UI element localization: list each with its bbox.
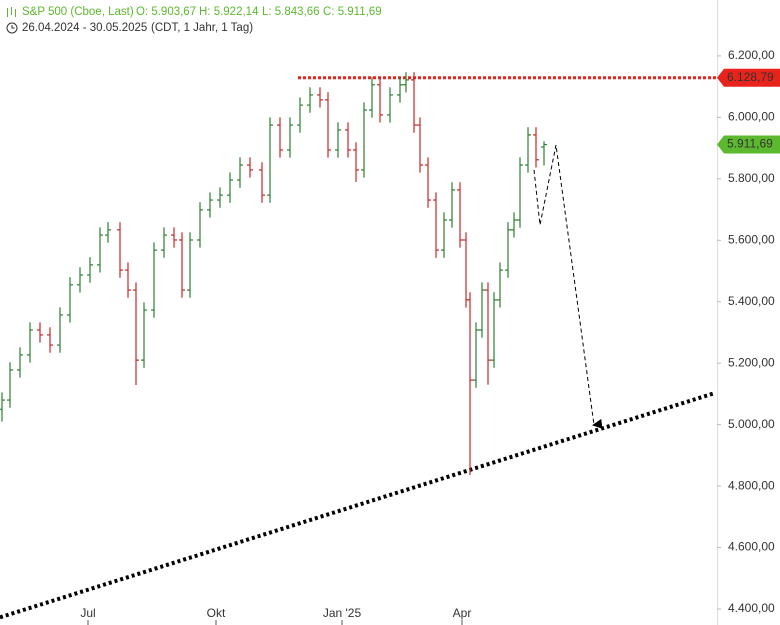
x-tick-label: Jan '25 bbox=[323, 606, 362, 620]
y-tick-label: 5.000,00 bbox=[728, 417, 775, 431]
x-tick-label: Jul bbox=[80, 606, 95, 620]
clock-icon bbox=[6, 22, 18, 34]
chart-info: (CDT, 1 Jahr, 1 Tag) bbox=[151, 22, 253, 34]
y-tick-label: 4.800,00 bbox=[728, 478, 775, 492]
x-tick-label: Apr bbox=[453, 606, 472, 620]
open-value: O: 5.903,67 bbox=[136, 6, 196, 18]
last-price-label: 5.911,69 bbox=[727, 137, 773, 151]
low-value: L: 5.843,66 bbox=[262, 6, 320, 18]
trendline bbox=[0, 391, 716, 620]
last-price-tag bbox=[717, 135, 780, 154]
date-range: 26.04.2024 - 30.05.2025 bbox=[22, 22, 147, 34]
y-tick-label: 5.400,00 bbox=[728, 294, 775, 308]
high-value: H: 5.922,14 bbox=[199, 6, 259, 18]
y-tick-label: 5.800,00 bbox=[728, 171, 775, 185]
x-tick-label: Okt bbox=[207, 606, 226, 620]
y-tick-label: 5.200,00 bbox=[728, 355, 775, 369]
header-icon bbox=[7, 7, 16, 17]
close-value: C: 5.911,69 bbox=[323, 6, 382, 18]
y-tick-label: 4.600,00 bbox=[728, 540, 775, 554]
resistance-label: 6.128,79 bbox=[727, 70, 774, 84]
instrument-name: S&P 500 (Cboe, Last) bbox=[22, 6, 134, 18]
y-tick-label: 6.000,00 bbox=[728, 110, 775, 124]
y-tick-label: 6.200,00 bbox=[728, 48, 775, 62]
projection-arrow bbox=[533, 144, 603, 429]
y-tick-label: 4.400,00 bbox=[728, 601, 775, 615]
resistance-tag bbox=[717, 68, 780, 87]
y-tick-label: 5.600,00 bbox=[728, 232, 775, 246]
